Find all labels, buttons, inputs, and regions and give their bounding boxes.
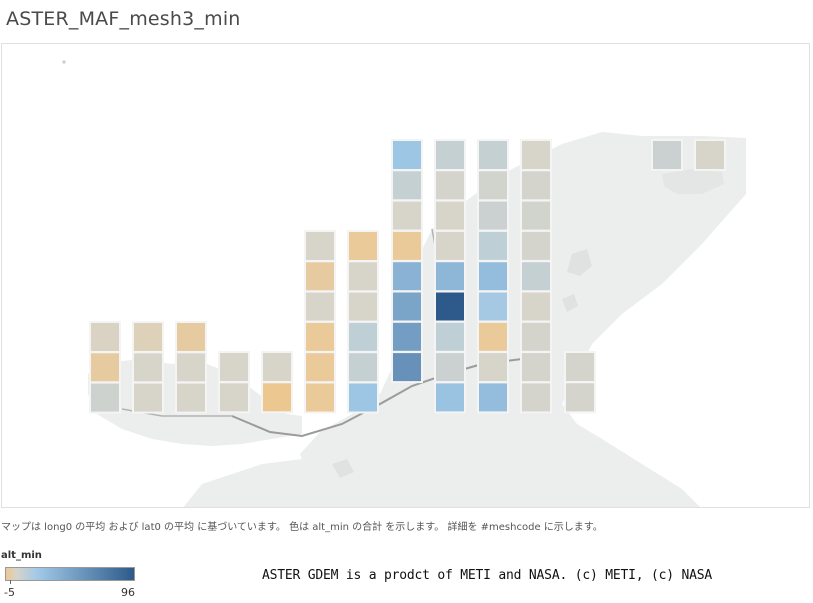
mesh-cell[interactable] [391, 320, 423, 353]
mesh-cell[interactable] [132, 321, 164, 353]
mesh-cell[interactable] [304, 290, 336, 323]
mesh-cell[interactable] [218, 351, 250, 383]
mesh-cell[interactable] [391, 351, 423, 384]
mesh-cell[interactable] [694, 139, 726, 171]
legend-max-label: 96 [121, 586, 135, 599]
mesh-cell[interactable] [347, 230, 379, 262]
map-caption: マップは long0 の平均 および lat0 の平均 に基づいています。 色は… [1, 522, 603, 533]
mesh-cell[interactable] [520, 139, 552, 171]
mesh-cell[interactable] [520, 260, 552, 293]
map-canvas[interactable] [2, 44, 810, 508]
mesh-cell[interactable] [347, 260, 379, 293]
mesh-cell[interactable] [434, 169, 466, 202]
mesh-cell[interactable] [175, 321, 207, 353]
mesh-cell[interactable] [477, 229, 509, 262]
mesh-cell[interactable] [477, 139, 509, 171]
road-primary [231, 358, 523, 438]
mesh-cell[interactable] [564, 381, 596, 414]
mesh-cell[interactable] [434, 199, 466, 232]
mesh-cell[interactable] [304, 381, 336, 414]
mesh-cell[interactable] [520, 320, 552, 353]
mesh-cell[interactable] [434, 290, 466, 323]
mesh-cell[interactable] [434, 139, 466, 171]
legend-tick-min [10, 580, 11, 584]
attribution-text: ASTER GDEM is a prodct of METI and NASA.… [262, 568, 712, 583]
mesh-cell[interactable] [520, 199, 552, 232]
map-view[interactable] [1, 43, 810, 508]
mesh-cell[interactable] [477, 351, 509, 384]
mesh-cell[interactable] [132, 351, 164, 384]
mesh-cell[interactable] [477, 260, 509, 293]
mesh-cell[interactable] [391, 139, 423, 171]
basemap-island-right [662, 169, 724, 194]
mesh-cell[interactable] [477, 169, 509, 202]
mesh-cell[interactable] [520, 381, 552, 414]
basemap-land-south [183, 432, 470, 507]
mesh-cell[interactable] [520, 169, 552, 202]
mesh-cell[interactable] [347, 320, 379, 353]
mesh-cell[interactable] [477, 290, 509, 323]
legend-color-ramp[interactable] [5, 567, 135, 581]
mesh-cell[interactable] [391, 199, 423, 232]
mesh-cell[interactable] [89, 321, 121, 353]
mesh-cell[interactable] [477, 320, 509, 353]
mesh-cell[interactable] [261, 381, 293, 414]
mesh-cell[interactable] [175, 351, 207, 384]
mesh-cell[interactable] [304, 260, 336, 293]
mesh-cell[interactable] [218, 381, 250, 414]
mesh-cell[interactable] [434, 351, 466, 384]
sheet-title: ASTER_MAF_mesh3_min [6, 8, 241, 30]
mesh-cell[interactable] [132, 381, 164, 414]
mesh-cell[interactable] [304, 320, 336, 353]
mesh-cell[interactable] [434, 381, 466, 414]
mesh-cell[interactable] [391, 169, 423, 202]
mesh-cell[interactable] [304, 230, 336, 262]
mesh-cell[interactable] [434, 320, 466, 353]
mesh-cell[interactable] [89, 351, 121, 384]
mesh-cell[interactable] [347, 290, 379, 323]
legend-min-label: -5 [4, 586, 15, 599]
mesh-cell[interactable] [175, 381, 207, 414]
mesh-cell[interactable] [477, 199, 509, 232]
mesh-cell[interactable] [520, 229, 552, 262]
mesh-cell[interactable] [391, 290, 423, 323]
mesh-cell[interactable] [347, 381, 379, 414]
mesh-cell[interactable] [564, 351, 596, 383]
mesh-cell[interactable] [520, 290, 552, 323]
mesh-layer[interactable] [89, 139, 726, 414]
mesh-cell[interactable] [89, 381, 121, 414]
mesh-cell[interactable] [347, 351, 379, 384]
mesh-cell[interactable] [391, 229, 423, 262]
mesh-cell[interactable] [434, 260, 466, 293]
mesh-cell[interactable] [434, 229, 466, 262]
mesh-cell[interactable] [477, 381, 509, 414]
legend-title: alt_min [1, 550, 42, 561]
mesh-cell[interactable] [520, 351, 552, 384]
mesh-cell[interactable] [391, 260, 423, 293]
mesh-cell[interactable] [304, 351, 336, 384]
basemap-islet [62, 60, 66, 64]
mesh-cell[interactable] [261, 351, 293, 383]
mesh-cell[interactable] [651, 139, 683, 171]
